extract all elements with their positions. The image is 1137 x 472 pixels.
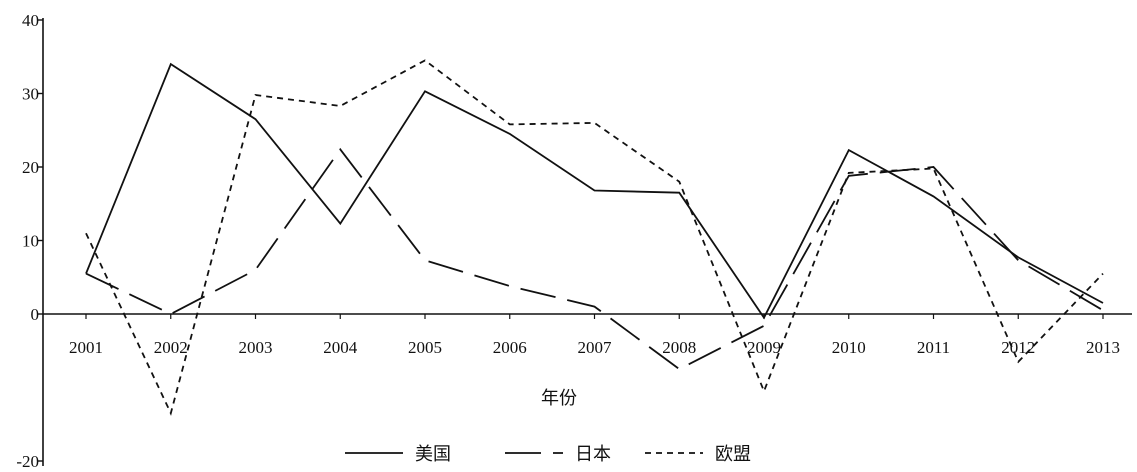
y-tick-label: 40 (22, 11, 39, 30)
axes (42, 18, 1132, 466)
x-tick-label: 2003 (239, 338, 273, 357)
x-tick-label: 2001 (69, 338, 103, 357)
series-layer (85, 59, 1104, 416)
x-tick-label: 2002 (154, 338, 188, 357)
y-tick-label: 20 (22, 158, 39, 177)
y-axis-ticks: 40 30 20 10 0 -20 (16, 11, 43, 471)
series-line-2 (85, 147, 1104, 371)
x-tick-label: 2013 (1086, 338, 1120, 357)
x-tick-label: 2011 (917, 338, 950, 357)
legend: 美国 日本 欧盟 (345, 444, 751, 464)
x-tick-label: 2004 (323, 338, 358, 357)
legend-label: 美国 (415, 444, 451, 464)
x-tick-label: 2005 (408, 338, 442, 357)
y-tick-label: 10 (22, 232, 39, 251)
x-tick-label: 2012 (1001, 338, 1035, 357)
y-tick-label: 0 (31, 305, 40, 324)
legend-label: 欧盟 (715, 444, 751, 464)
x-tick-label: 2007 (578, 338, 613, 357)
y-tick-label: -20 (16, 452, 39, 471)
series-line-3 (85, 59, 1104, 416)
x-tick-label: 2006 (493, 338, 527, 357)
series-line-1 (85, 62, 1104, 320)
x-axis-title: 年份 (541, 388, 577, 408)
x-tick-label: 2009 (747, 338, 781, 357)
x-tick-label: 2008 (662, 338, 696, 357)
x-axis-ticks: 2001 2002 2003 2004 2005 2006 2007 2008 2009 2010… (69, 314, 1120, 357)
legend-label: 日本 (575, 444, 611, 464)
y-tick-label: 30 (22, 85, 39, 104)
x-tick-label: 2010 (832, 338, 866, 357)
